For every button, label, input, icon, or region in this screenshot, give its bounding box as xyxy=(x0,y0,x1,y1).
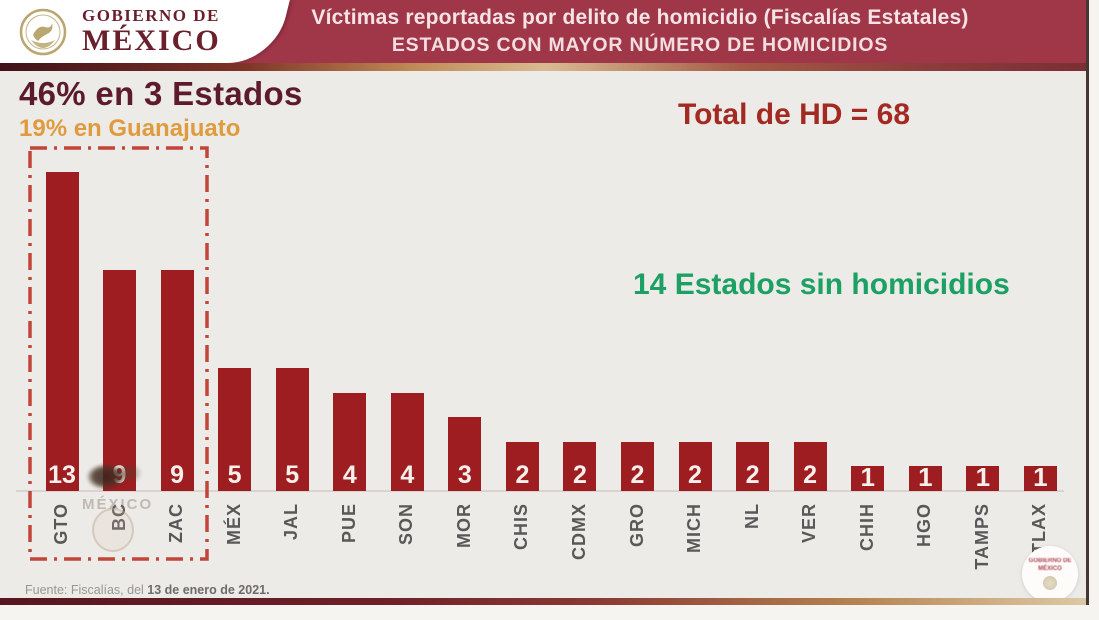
bar-value-label: 5 xyxy=(285,461,300,489)
eagle-watermark xyxy=(84,458,146,492)
bar-value-label: 9 xyxy=(170,461,185,489)
bar-value-label: 4 xyxy=(342,461,357,489)
bar-GTO: 13 xyxy=(45,172,79,491)
bar-CHIH: 1 xyxy=(851,462,885,492)
source-date: 13 de enero de 2021. xyxy=(147,583,270,597)
bar-CHIS: 2 xyxy=(505,442,539,491)
bar-value-label: 2 xyxy=(688,461,702,489)
header-bar: Víctimas reportadas por delito de homici… xyxy=(0,0,1089,63)
axis-label-MÉX: MÉX xyxy=(223,503,244,546)
bar-value-label: 13 xyxy=(48,461,76,489)
axis-label-MOR: MOR xyxy=(453,503,474,548)
page-title: Víctimas reportadas por delito de homici… xyxy=(311,6,969,29)
bar-value-label: 2 xyxy=(630,461,645,489)
bar-value-label: 3 xyxy=(457,461,472,489)
axis-label-SON: SON xyxy=(396,503,417,546)
highlight-dashed-box xyxy=(28,146,209,561)
bar-MICH: 2 xyxy=(678,442,712,491)
bar-value-label: 1 xyxy=(1033,462,1048,492)
axis-label-HGO: HGO xyxy=(914,503,935,548)
axis-label-GRO: GRO xyxy=(626,503,647,548)
government-logo-panel: GOBIERNO DE MÉXICO xyxy=(0,0,290,63)
bottom-margin xyxy=(0,605,1099,620)
header-titles: Víctimas reportadas por delito de homici… xyxy=(190,0,1090,63)
headline-46-percent: 46% en 3 Estados xyxy=(19,75,303,112)
axis-label-MICH: MICH xyxy=(684,503,705,553)
bottom-divider-line xyxy=(0,598,1089,605)
bar-JAL: 5 xyxy=(275,368,309,491)
mexico-seal-icon xyxy=(19,8,67,55)
bar-HGO: 1 xyxy=(908,462,942,492)
axis-label-TAMPS: TAMPS xyxy=(971,503,992,570)
seal-watermark-circle xyxy=(92,508,134,552)
header-divider-line xyxy=(0,63,1089,71)
right-margin xyxy=(1089,0,1099,620)
bar-SON: 4 xyxy=(390,393,424,491)
subheadline-guanajuato: 19% en Guanajuato xyxy=(19,115,241,142)
bar-value-label: 4 xyxy=(400,461,415,489)
bar-CDMX: 2 xyxy=(563,442,597,491)
right-border-line xyxy=(1086,0,1089,605)
axis-label-CDMX: CDMX xyxy=(568,503,589,560)
axis-label-VER: VER xyxy=(799,503,820,544)
total-note: Total de HD = 68 xyxy=(678,98,911,131)
axis-label-PUE: PUE xyxy=(338,503,359,544)
axis-label-NL: NL xyxy=(741,503,762,529)
bar-MÉX: 5 xyxy=(218,368,252,491)
bar-value-label: 2 xyxy=(572,461,587,489)
bar-value-label: 5 xyxy=(227,461,242,489)
axis-label-CHIH: CHIH xyxy=(856,503,877,551)
footer-seal-badge: GOBIERNO DE MÉXICO xyxy=(1022,546,1078,602)
bar-value-label: 2 xyxy=(515,461,530,489)
bar-GRO: 2 xyxy=(621,442,654,491)
badge-text-line1: GOBIERNO DE xyxy=(1028,558,1072,565)
bar-value-label: 1 xyxy=(918,462,933,492)
bar-value-label: 1 xyxy=(860,462,875,492)
badge-text-line2: MÉXICO xyxy=(1038,565,1062,572)
bar-PUE: 4 xyxy=(333,393,367,491)
source-prefix: Fuente: Fiscalías, del xyxy=(25,583,148,597)
bar-TAMPS: 1 xyxy=(966,462,1000,492)
zero-states-note: 14 Estados sin homicidios xyxy=(633,268,1010,301)
bar-value-label: 2 xyxy=(745,461,760,489)
source-caption: Fuente: Fiscalías, del 13 de enero de 20… xyxy=(25,583,270,597)
page-subtitle: ESTADOS CON MAYOR NÚMERO DE HOMICIDIOS xyxy=(391,34,889,56)
bar-TLAX: 1 xyxy=(1023,462,1057,492)
x-axis-line xyxy=(16,490,1064,492)
bar-MOR: 3 xyxy=(448,417,482,491)
bar-VER: 2 xyxy=(793,442,827,491)
axis-label-CHIS: CHIS xyxy=(511,503,532,551)
bar-NL: 2 xyxy=(736,442,770,491)
bar-value-label: 1 xyxy=(975,462,991,492)
bar-ZAC: 9 xyxy=(160,270,194,491)
mexico-watermark-label: MÉXICO xyxy=(82,496,154,513)
badge-emblem-icon xyxy=(1043,575,1057,590)
bar-value-label: 2 xyxy=(803,461,818,489)
axis-label-JAL: JAL xyxy=(281,503,302,541)
